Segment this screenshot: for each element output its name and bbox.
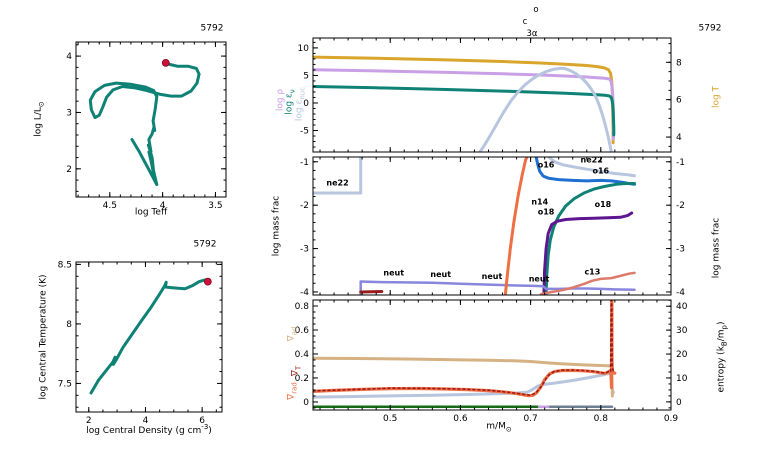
profile-abundances-panel: -1-2-3-4-1-2-3-4ne22o16ne22o16n14o18o18n… [300, 156, 685, 298]
profile-thermo-panel: 10 5 0 -5 8 6 4 [298, 37, 682, 153]
svg-text:-2: -2 [676, 201, 685, 211]
entropy-axis-label: entropy (kB/mp) [716, 321, 729, 393]
burn-zone-label: c [523, 17, 528, 27]
tc-rhoc-track [89, 278, 210, 395]
svg-text:6: 6 [676, 96, 682, 106]
svg-text:6: 6 [199, 416, 205, 426]
profile-abundances-inline-label: n14 [531, 197, 548, 206]
coral-steep-line [503, 157, 529, 295]
grad-T-line [313, 300, 615, 397]
current-model-marker [203, 277, 212, 286]
profile-abundances-inline-label: ne22 [326, 179, 348, 188]
svg-text:0.8: 0.8 [594, 414, 609, 424]
grad-T-axis-label: ∇T [290, 365, 303, 377]
profile-abundances-inline-label: neut [383, 268, 404, 277]
o16-line [534, 157, 636, 186]
svg-text:0: 0 [676, 398, 682, 408]
hr-yaxis-label: log L/L⊙ [33, 101, 46, 137]
tcrhoc-xaxis-label: log Central Density (g cm-3) [86, 423, 212, 436]
svg-text:4: 4 [676, 133, 682, 143]
svg-text:10: 10 [676, 374, 688, 384]
neut-line [359, 280, 636, 295]
svg-text:4: 4 [66, 52, 72, 62]
hr-model-number: 5792 [200, 23, 224, 34]
svg-text:0.6: 0.6 [295, 326, 310, 336]
profile-abundances-inline-label: o18 [595, 200, 612, 209]
tcrhoc-model-number: 5792 [193, 239, 217, 250]
log-eps-nuc-axis-label: log εnuc [294, 86, 307, 122]
hr-xaxis-label: log Teff [134, 207, 168, 218]
grad-rad-axis-label: ∇rad [286, 382, 299, 400]
svg-text:-1: -1 [676, 158, 685, 168]
svg-text:4: 4 [143, 416, 149, 426]
log-rho-line [313, 68, 615, 141]
svg-text:-4: -4 [676, 288, 685, 298]
tcrhoc-yaxis-label: log Central Temperature (K) [38, 274, 49, 400]
svg-text:-1: -1 [300, 158, 309, 168]
svg-text:8: 8 [66, 320, 72, 330]
massfrac-right-axis-label: log mass frac [711, 217, 722, 279]
svg-text:-5: -5 [300, 127, 309, 137]
log-eps-nuc-line [478, 66, 613, 152]
c13-line [539, 271, 636, 295]
profile-abundances-inline-label: o16 [538, 160, 555, 169]
svg-text:0: 0 [303, 99, 309, 109]
profile-abundances-inline-label: neut [482, 272, 503, 281]
log-eps-nu-line [313, 85, 616, 137]
grad-ad-axis-label: ∇ad [286, 326, 299, 342]
svg-text:20: 20 [676, 350, 688, 360]
burn-zone-label: o [533, 5, 538, 15]
svg-text:0.5: 0.5 [383, 414, 397, 424]
o18-line [542, 211, 634, 295]
burn-zone-label: 3α [526, 29, 537, 39]
svg-text:0.4: 0.4 [295, 350, 310, 360]
svg-text:10: 10 [298, 44, 310, 54]
svg-text:5: 5 [303, 71, 309, 81]
svg-text:0: 0 [303, 398, 309, 408]
svg-text:2: 2 [86, 416, 92, 426]
ne22-core-line [313, 157, 363, 195]
grad-ad-line [313, 356, 614, 398]
massfrac-left-axis-label: log mass frac [271, 195, 282, 257]
svg-text:40: 40 [676, 302, 688, 312]
svg-text:7.5: 7.5 [58, 379, 72, 389]
svg-text:3: 3 [66, 108, 72, 118]
hr-evolution-track [88, 61, 201, 187]
ne22-envelope-line [547, 157, 636, 178]
svg-text:3.5: 3.5 [208, 201, 222, 211]
profiles-xaxis-label: m/M⊙ [486, 421, 512, 434]
svg-text:8.5: 8.5 [58, 260, 72, 270]
svg-text:0.6: 0.6 [453, 414, 468, 424]
entropy-line [313, 371, 615, 399]
profile-abundances-inline-label: o16 [592, 166, 609, 175]
svg-text:0.7: 0.7 [523, 414, 537, 424]
svg-text:-3: -3 [676, 245, 685, 255]
svg-text:-4: -4 [300, 288, 309, 298]
svg-text:4.5: 4.5 [103, 201, 117, 211]
svg-text:-2: -2 [300, 201, 309, 211]
svg-text:8: 8 [676, 58, 682, 68]
svg-text:0.8: 0.8 [295, 302, 310, 312]
profiles-model-number: 5792 [698, 23, 722, 34]
profile-gradients-panel: 0.5 0.6 0.7 0.8 0.9 0.8 0.6 0.4 0.2 0 40 30 20 10 0 [295, 299, 688, 424]
tc-rhoc-panel: 2 4 6 7.5 8 8.5 [58, 260, 223, 426]
current-model-marker [161, 58, 170, 67]
hr-diagram-panel: 4.5 4 3.5 2 3 4 [66, 41, 227, 211]
svg-text:0.2: 0.2 [295, 374, 309, 384]
svg-text:-3: -3 [300, 245, 309, 255]
n14-line [544, 182, 636, 295]
profile-abundances-inline-label: neut [430, 270, 451, 279]
svg-text:4: 4 [160, 201, 166, 211]
profile-abundances-inline-label: neut [529, 275, 550, 284]
darkred-segment [359, 290, 384, 294]
profile-abundances-inline-label: c13 [584, 268, 600, 277]
profile-abundances-inline-label: ne22 [581, 156, 603, 165]
profile-abundances-inline-label: o18 [538, 208, 555, 217]
svg-text:2: 2 [66, 165, 72, 175]
log-T-axis-label: log T [711, 85, 722, 109]
svg-text:0.9: 0.9 [664, 414, 679, 424]
svg-text:30: 30 [676, 326, 688, 336]
